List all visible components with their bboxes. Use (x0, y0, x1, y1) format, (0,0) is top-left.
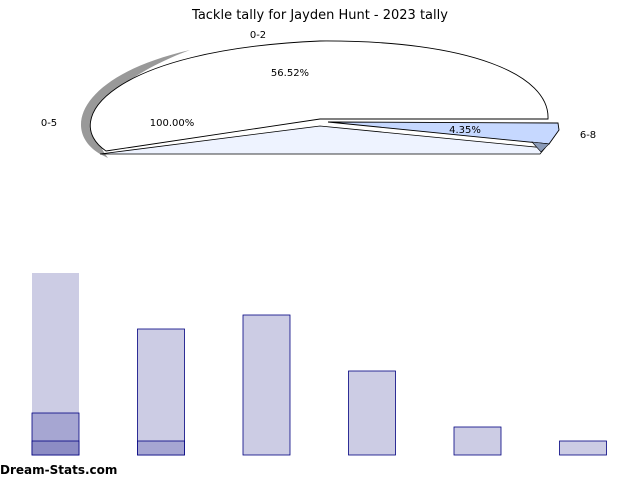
pie-percent-0-5: 100.00% (150, 118, 195, 129)
pie-label-6-8: 6-8 (580, 130, 596, 141)
pie-slice-6-8-edge (531, 141, 550, 153)
bar-chart (31, 273, 607, 456)
bar-series-0-3 (348, 370, 396, 456)
pie-percent-0-2: 56.52% (271, 68, 309, 79)
pie-slice-6-8 (327, 121, 560, 145)
bar-series-2-0 (31, 440, 80, 456)
bar-series-0-1 (137, 328, 185, 456)
bar-series-1-1 (137, 440, 185, 456)
pie-label-0-5: 0-5 (41, 118, 57, 129)
bar-series-0-5 (559, 440, 607, 456)
pie-label-0-2: 0-2 (250, 30, 266, 41)
pie-slice-0-2 (89, 40, 549, 152)
watermark: Dream-Stats.com (0, 463, 117, 477)
bar-series-0-4 (453, 426, 502, 456)
chart-title: Tackle tally for Jayden Hunt - 2023 tall… (191, 8, 448, 23)
pie-percent-6-8: 4.35% (449, 125, 481, 136)
pie-chart: 0-2 56.52% 6-8 4.35% 0-5 100.00% (41, 30, 596, 158)
bar-series-0-2 (242, 314, 291, 456)
